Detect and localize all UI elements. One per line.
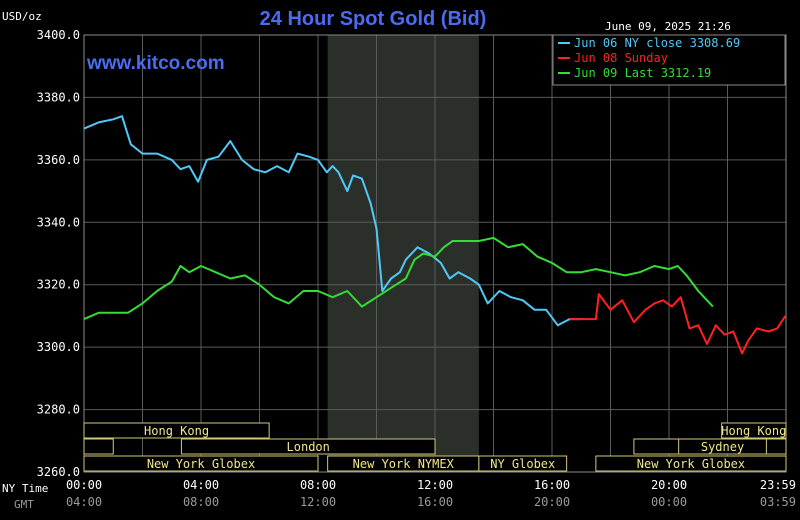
market-sessions: Hong Kong Hong Kong London Sydney New York G… [83, 422, 787, 472]
session-box [478, 455, 568, 472]
x-tick-label-gmt: 16:00 [417, 495, 453, 509]
x-tick-label-gmt: 04:00 [66, 495, 102, 509]
x-tick-label-gmt: 00:00 [651, 495, 687, 509]
unit-label: USD/oz [2, 10, 42, 23]
session-box [721, 422, 787, 439]
y-tick-label: 3380.0 [37, 90, 80, 104]
y-axis-ticks: 3400.0 3380.0 3360.0 3340.0 3320.0 3300.0 3280… [37, 28, 80, 479]
x-tick-label-ny: 00:00 [66, 478, 102, 492]
y-tick-label: 3300.0 [37, 340, 80, 354]
y-tick-label: 3280.0 [37, 403, 80, 417]
y-tick-label: 3360.0 [37, 153, 80, 167]
site-watermark: www.kitco.com [86, 53, 225, 74]
x-axis-ticks: 00:00 04:00 04:00 08:00 08:00 12:00 12:00 16:00… [66, 478, 796, 509]
chart-title: 24 Hour Spot Gold (Bid) [260, 8, 487, 30]
x-tick-label-ny: 08:00 [300, 478, 336, 492]
session-label: London [287, 440, 330, 454]
session-label: Sydney [701, 440, 744, 454]
price-lines [83, 115, 787, 355]
session-label: New York Globex [147, 457, 255, 471]
series-line [569, 293, 787, 355]
session-label: New York NYMEX [353, 457, 455, 471]
legend-box [552, 34, 786, 86]
legend-entry: Jun 08 Sunday [574, 51, 668, 65]
series-line [83, 115, 582, 327]
session-box [83, 455, 319, 472]
session-box [83, 438, 114, 455]
y-tick-label: 3400.0 [37, 28, 80, 42]
y-tick-label: 3260.0 [37, 465, 80, 479]
session-box [83, 422, 270, 439]
gmt-label: GMT [14, 498, 34, 511]
session-label: Hong Kong [721, 424, 786, 438]
session-box [180, 438, 436, 455]
x-tick-label-gmt: 03:59 [760, 495, 796, 509]
x-tick-label-gmt: 12:00 [300, 495, 336, 509]
y-tick-label: 3340.0 [37, 215, 80, 229]
session-label: Hong Kong [144, 424, 209, 438]
x-tick-label-ny: 04:00 [183, 478, 219, 492]
nymex-session-shading [327, 35, 479, 472]
y-tick-label: 3320.0 [37, 278, 80, 292]
x-tick-label-gmt: 20:00 [534, 495, 570, 509]
ny-time-label: NY Time [2, 482, 48, 495]
legend-entry: Jun 09 Last 3312.19 [574, 66, 711, 80]
x-tick-label-ny: 12:00 [417, 478, 453, 492]
plot-frame [83, 34, 787, 473]
session-box [678, 438, 767, 455]
session-label: New York Globex [637, 457, 745, 471]
session-box [595, 455, 787, 472]
x-tick-label-gmt: 08:00 [183, 495, 219, 509]
timestamp: June 09, 2025 21:26 [605, 20, 731, 33]
x-tick-label-ny: 20:00 [651, 478, 687, 492]
legend-entry: Jun 06 NY close 3308.69 [574, 36, 740, 50]
x-tick-label-ny: 23:59 [760, 478, 796, 492]
series-line [83, 236, 714, 321]
x-tick-label-ny: 16:00 [534, 478, 570, 492]
session-label: NY Globex [490, 457, 555, 471]
